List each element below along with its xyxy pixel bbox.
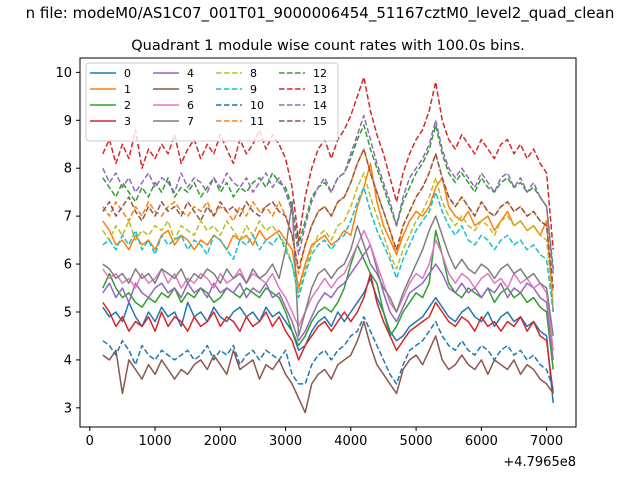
legend-label-7: 7 — [187, 115, 194, 128]
legend-label-11: 11 — [250, 115, 264, 128]
series-line-11 — [102, 148, 554, 293]
legend-label-2: 2 — [124, 99, 131, 112]
series-line-5 — [102, 320, 554, 414]
series-line-2 — [102, 229, 554, 370]
series-line-0 — [102, 277, 554, 404]
legend-label-10: 10 — [250, 99, 264, 112]
series-line-13 — [102, 76, 554, 250]
x-tick-label: 1000 — [139, 434, 172, 449]
legend-label-8: 8 — [250, 67, 257, 80]
chart-title: Quadrant 1 module wise count rates with … — [131, 38, 525, 54]
y-tick-label: 10 — [55, 66, 72, 81]
series-line-15 — [102, 148, 554, 289]
series-line-8 — [102, 172, 554, 303]
legend-label-3: 3 — [124, 115, 131, 128]
x-offset-label: +4.7965e8 — [503, 455, 576, 470]
y-tick-label: 3 — [64, 401, 72, 416]
series-line-3 — [102, 272, 554, 394]
y-tick-label: 6 — [64, 258, 72, 273]
legend-label-0: 0 — [124, 67, 131, 80]
legend-label-9: 9 — [250, 83, 257, 96]
legend-label-4: 4 — [187, 67, 194, 80]
y-tick-label: 5 — [64, 305, 72, 320]
plot-area-frame — [79, 57, 577, 428]
x-tick-label: 6000 — [465, 434, 498, 449]
legend-label-6: 6 — [187, 99, 194, 112]
legend-label-1: 1 — [124, 83, 131, 96]
x-tick-label: 5000 — [400, 434, 433, 449]
y-tick-label: 7 — [64, 210, 72, 225]
x-tick-label: 7000 — [530, 434, 563, 449]
series-line-7 — [102, 201, 554, 337]
y-tick-label: 4 — [64, 353, 72, 368]
x-tick-label: 0 — [86, 434, 94, 449]
series-line-4 — [102, 244, 554, 360]
y-tick-label: 8 — [64, 162, 72, 177]
legend-label-14: 14 — [313, 99, 327, 112]
legend-label-12: 12 — [313, 67, 327, 80]
y-tick-label: 9 — [64, 114, 72, 129]
series-line-6 — [102, 229, 554, 351]
figure-suptitle: n file: modeM0/AS1C07_001T01_9000006454_… — [26, 4, 615, 23]
series-line-1 — [102, 162, 554, 313]
x-tick-label: 3000 — [269, 434, 302, 449]
legend-label-15: 15 — [313, 115, 327, 128]
legend-label-5: 5 — [187, 83, 194, 96]
x-tick-label: 2000 — [204, 434, 237, 449]
x-tick-label: 4000 — [334, 434, 367, 449]
legend-box — [85, 62, 339, 142]
series-line-10 — [102, 316, 554, 389]
series-line-9 — [102, 186, 554, 313]
legend-label-13: 13 — [313, 83, 327, 96]
